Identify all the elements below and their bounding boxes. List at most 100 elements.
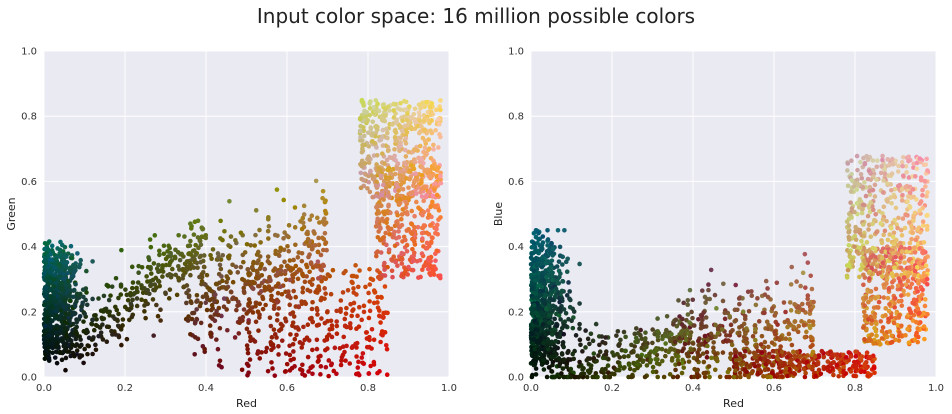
data-point: [876, 209, 882, 214]
data-point: [848, 369, 854, 374]
data-point: [564, 293, 570, 298]
data-point: [375, 370, 380, 376]
data-point: [546, 272, 552, 278]
data-point: [805, 293, 811, 298]
data-point: [291, 349, 296, 354]
data-point: [246, 309, 251, 314]
data-point: [356, 304, 362, 310]
data-point: [650, 369, 656, 375]
data-point: [376, 210, 382, 216]
data-point: [744, 326, 749, 331]
data-point: [738, 374, 743, 380]
data-point: [297, 340, 303, 345]
data-point: [275, 312, 280, 317]
data-point: [190, 310, 195, 316]
data-point: [299, 258, 305, 264]
data-point: [355, 365, 361, 370]
data-point: [549, 240, 554, 246]
data-point: [323, 241, 328, 247]
data-point: [222, 228, 227, 234]
data-point: [412, 224, 417, 230]
data-point: [899, 303, 905, 308]
data-point: [408, 116, 414, 121]
data-point: [265, 254, 271, 259]
data-point: [685, 353, 691, 359]
data-point: [783, 336, 789, 342]
data-point: [769, 340, 775, 345]
data-point: [690, 297, 696, 303]
data-point: [97, 325, 103, 330]
data-point: [271, 345, 276, 350]
data-point: [708, 335, 714, 341]
data-point: [889, 284, 895, 290]
data-point: [337, 345, 343, 351]
data-point: [570, 351, 576, 357]
data-point: [354, 274, 359, 279]
data-point: [570, 325, 576, 331]
data-point: [186, 314, 191, 319]
data-point: [254, 252, 260, 257]
data-point: [384, 372, 390, 378]
data-point: [62, 315, 68, 321]
data-point: [794, 349, 800, 355]
data-point: [858, 171, 864, 177]
data-point: [872, 295, 878, 300]
data-point: [709, 355, 714, 361]
data-point: [339, 358, 344, 363]
data-point: [898, 265, 904, 271]
data-point: [300, 362, 305, 368]
data-point: [533, 372, 539, 377]
data-point: [389, 122, 395, 127]
data-point: [431, 147, 436, 152]
data-point: [383, 113, 388, 118]
data-point: [554, 264, 560, 269]
data-point: [376, 308, 382, 313]
data-point: [51, 284, 57, 289]
data-point: [423, 152, 428, 158]
data-point: [244, 326, 250, 332]
data-point: [895, 169, 901, 174]
data-point: [193, 252, 199, 258]
data-point: [392, 147, 397, 152]
data-point: [203, 282, 208, 288]
data-point: [911, 218, 916, 224]
data-point: [245, 346, 250, 352]
data-point: [359, 317, 364, 323]
data-point: [857, 227, 863, 233]
data-point: [643, 336, 648, 341]
data-point: [664, 314, 670, 319]
data-point: [283, 318, 289, 324]
data-point: [659, 346, 665, 352]
data-point: [907, 306, 912, 312]
data-point: [399, 128, 405, 134]
data-point: [436, 122, 442, 127]
data-point: [218, 218, 223, 224]
data-point: [274, 317, 280, 323]
data-point: [426, 212, 432, 218]
data-point: [380, 143, 386, 148]
data-point: [174, 292, 180, 298]
data-point: [913, 319, 919, 325]
data-point: [539, 362, 545, 367]
data-point: [207, 287, 212, 293]
data-point: [118, 284, 124, 289]
data-point: [746, 308, 752, 314]
data-point: [216, 363, 222, 368]
data-point: [366, 371, 372, 376]
data-point: [354, 345, 359, 350]
data-point: [424, 116, 429, 121]
data-point: [101, 316, 107, 321]
data-point: [359, 149, 365, 155]
data-point: [367, 189, 373, 195]
data-point: [848, 189, 854, 194]
data-point: [194, 292, 200, 298]
data-point: [416, 275, 421, 280]
data-point: [191, 265, 197, 270]
data-point: [47, 257, 53, 262]
data-point: [905, 326, 910, 332]
data-point: [375, 294, 380, 300]
data-point: [403, 267, 409, 273]
data-point: [568, 297, 573, 303]
data-point: [270, 366, 275, 371]
data-point: [384, 216, 390, 222]
